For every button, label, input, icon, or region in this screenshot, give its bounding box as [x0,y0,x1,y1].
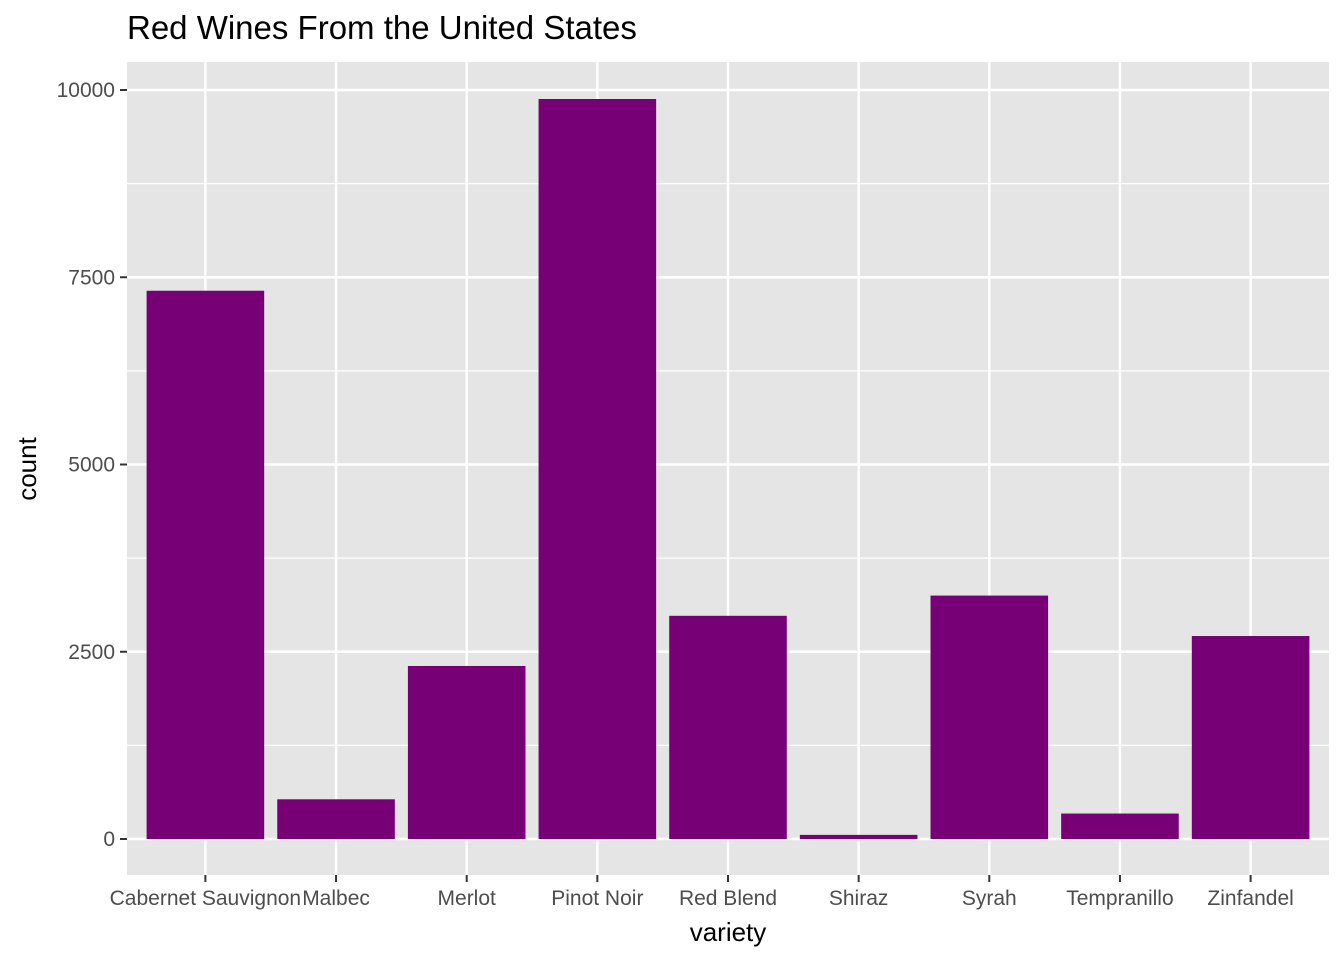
bar-zinfandel [1191,636,1310,839]
bar-malbec [277,799,395,839]
x-tick-label: Zinfandel [1207,887,1293,910]
x-tick-label: Shiraz [829,887,889,910]
x-tick-label: Merlot [438,887,497,910]
x-tick-label: Tempranillo [1066,887,1173,910]
x-tick-label: Syrah [962,887,1017,910]
y-tick-label: 0 [103,828,115,851]
y-axis-title: count [12,436,42,500]
x-tick-label: Red Blend [679,887,777,910]
bars [146,98,1310,840]
bar-pinot-noir [538,98,657,840]
x-axis: Cabernet Sauvignon Malbec Merlot Pinot Noir… [110,875,1294,910]
chart-title: Red Wines From the United States [127,9,637,46]
y-tick-label: 10000 [57,79,115,102]
x-tick-label: Pinot Noir [551,887,643,910]
bar-cabernet-sauvignon [146,290,265,839]
bar-tempranillo [1061,813,1179,839]
bar-syrah [930,595,1049,839]
bar-merlot [407,665,526,839]
x-tick-label: Cabernet Sauvignon [110,887,301,910]
y-tick-label: 2500 [68,641,115,664]
bar-red-blend [669,615,787,839]
x-tick-label: Malbec [302,887,370,910]
bar-shiraz [799,834,918,839]
y-tick-label: 7500 [68,266,115,289]
y-tick-label: 5000 [68,454,115,477]
x-axis-title: variety [690,917,767,947]
y-axis: 0 2500 5000 7500 10000 [57,79,127,851]
